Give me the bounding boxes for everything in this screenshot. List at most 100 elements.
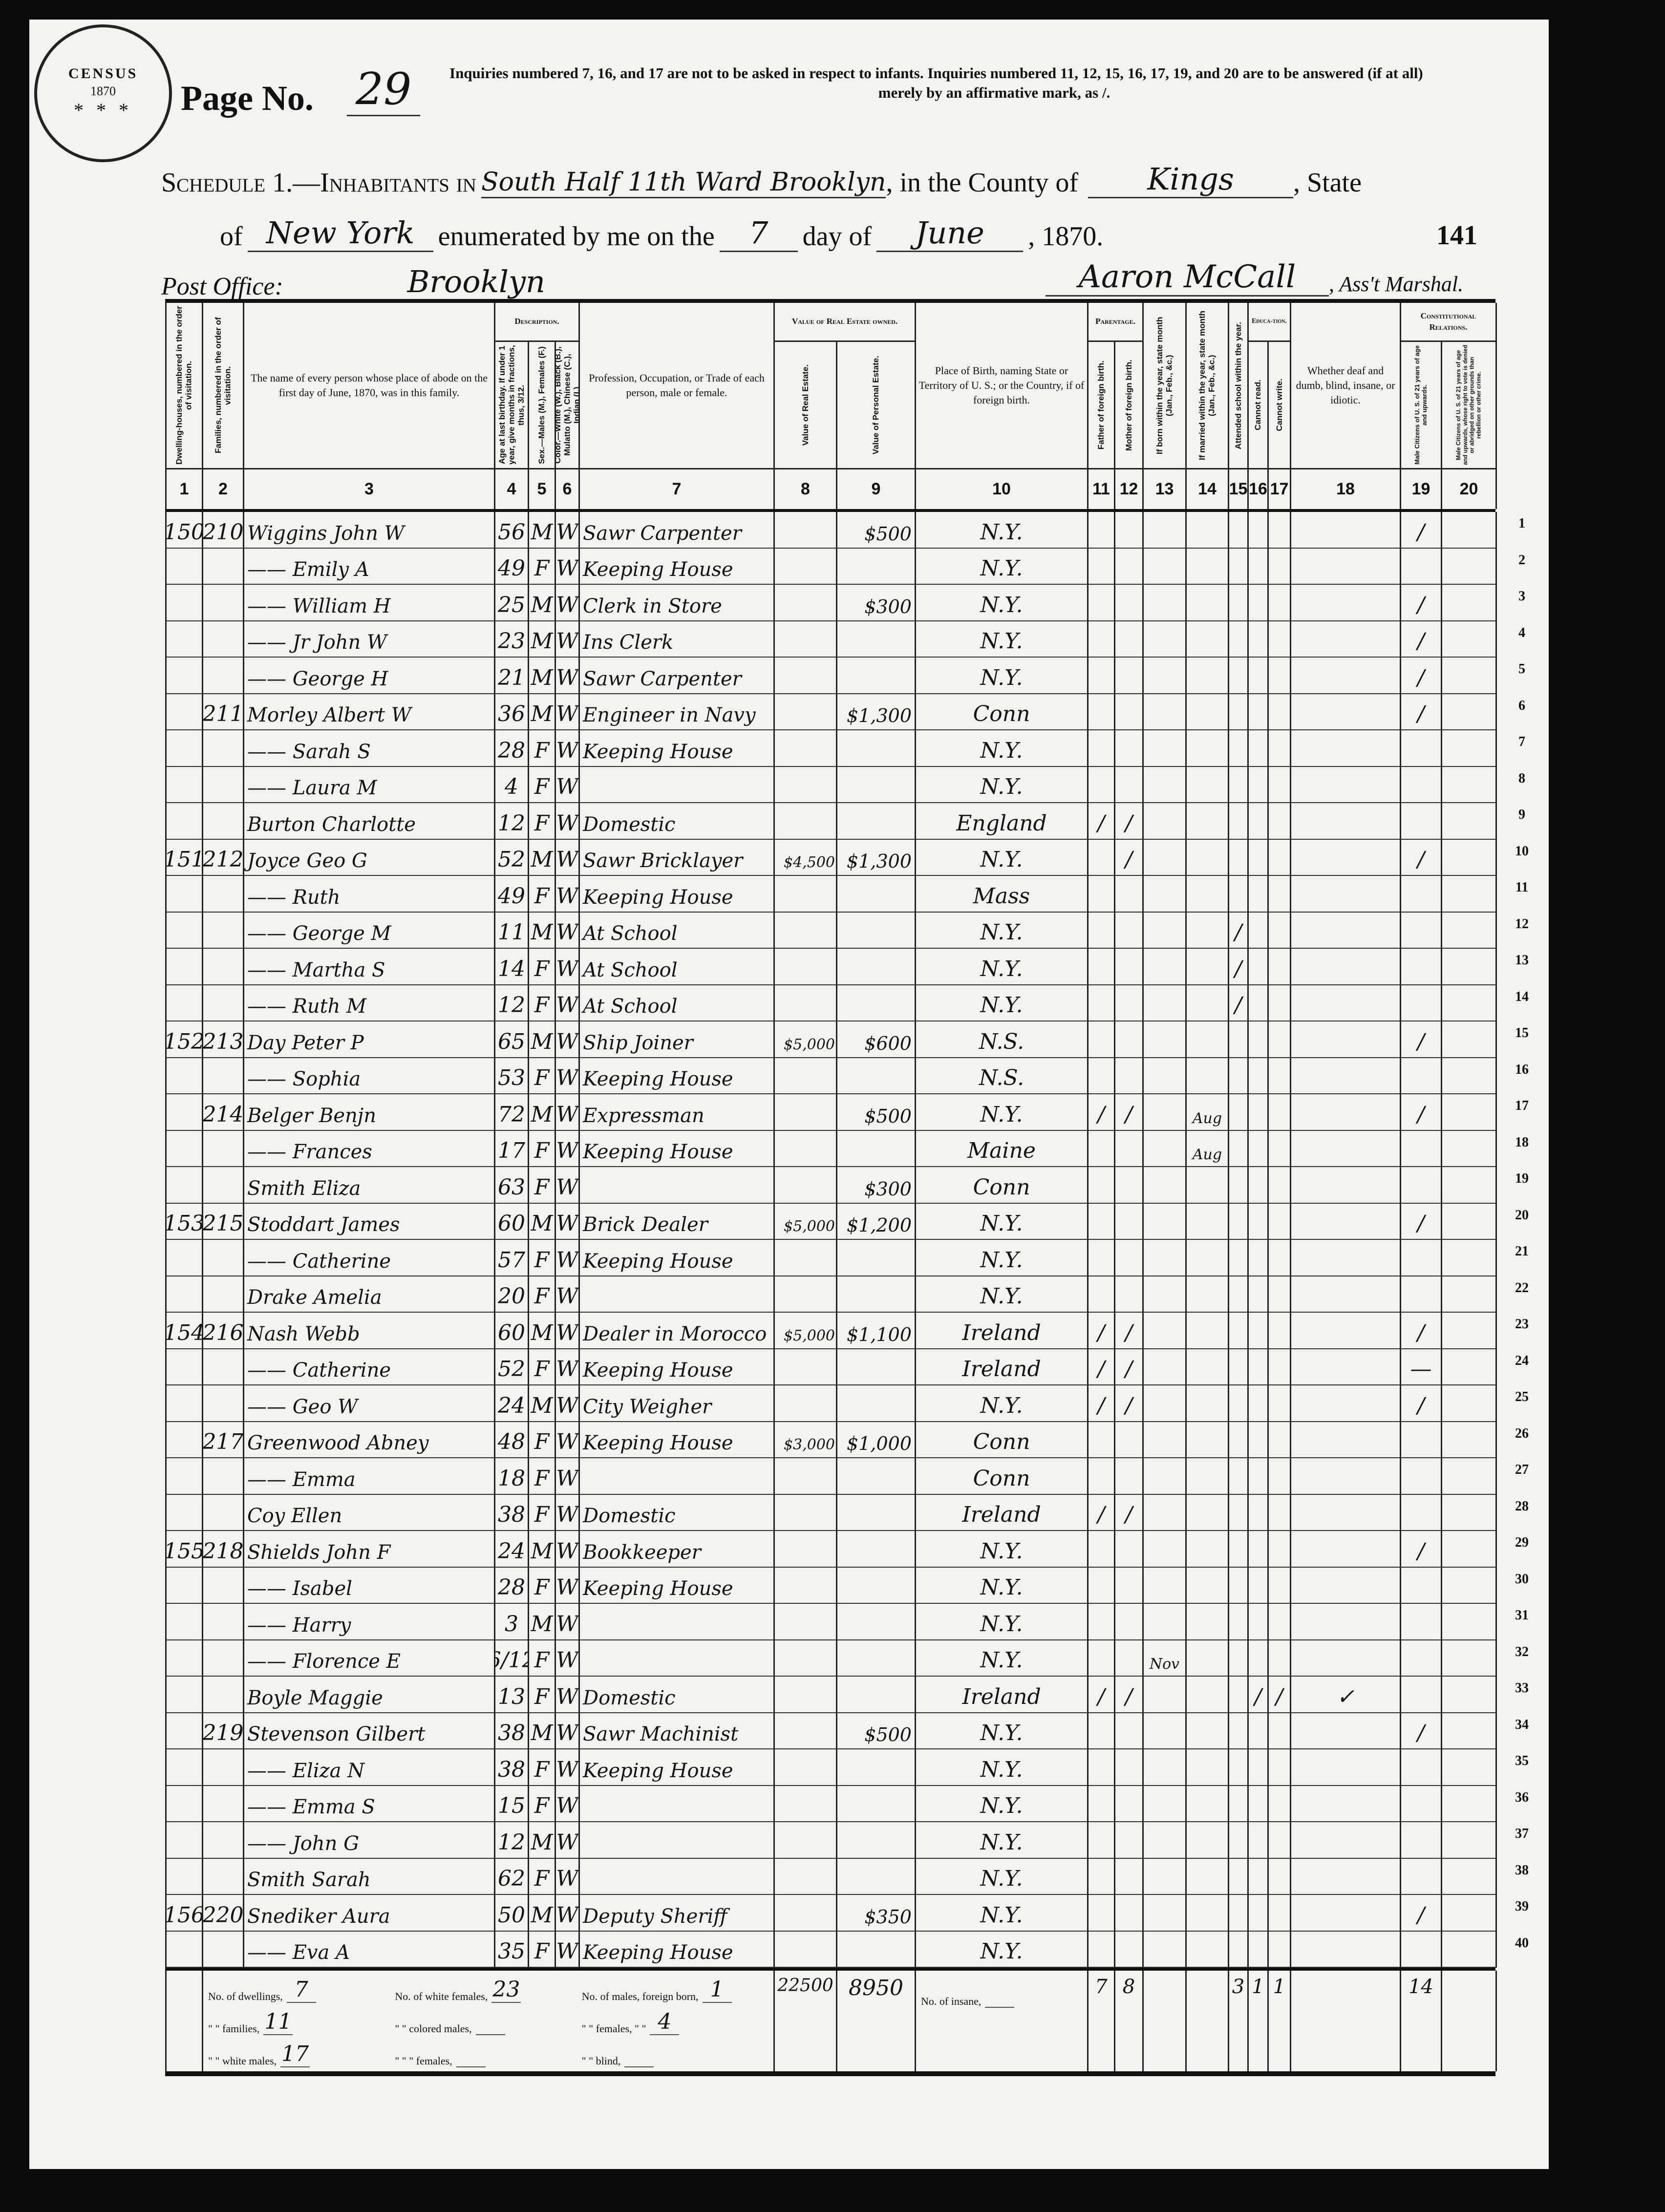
married-month	[1187, 1931, 1229, 1968]
mother-foreign-mark	[1115, 585, 1144, 621]
table-row: Drake Amelia 20 F W N.Y.	[165, 1276, 1497, 1313]
color: W	[556, 1349, 580, 1385]
father-foreign-mark: /	[1089, 1385, 1115, 1422]
age: 56	[495, 512, 529, 549]
sex: F	[529, 1567, 556, 1604]
person-name: —— Emily A	[244, 548, 495, 585]
disability-mark	[1291, 1494, 1401, 1531]
married-month	[1187, 1858, 1229, 1895]
sex: F	[529, 803, 556, 840]
male-citizen-mark	[1401, 1058, 1442, 1094]
father-foreign-mark	[1089, 1786, 1115, 1822]
occupation	[580, 1167, 775, 1204]
disability-mark	[1291, 876, 1401, 913]
line-number: 7	[1518, 734, 1525, 749]
disability-mark	[1291, 1349, 1401, 1385]
cannot-read-mark	[1249, 1130, 1269, 1167]
vote-denied-mark	[1442, 839, 1497, 876]
column-number: 20	[1442, 469, 1497, 509]
school-mark: /	[1229, 949, 1249, 985]
cannot-read-mark	[1249, 1786, 1269, 1822]
person-name: Smith Sarah	[244, 1858, 495, 1895]
person-name: —— Eliza N	[244, 1749, 495, 1786]
cannot-write-mark	[1269, 1494, 1291, 1531]
school-mark	[1229, 1822, 1249, 1859]
sex: F	[529, 985, 556, 1021]
cannot-write-mark	[1269, 1458, 1291, 1495]
cannot-read-mark: /	[1249, 1677, 1269, 1713]
personal-estate-value	[837, 1240, 916, 1276]
cannot-write-mark	[1269, 1385, 1291, 1422]
column-number: 17	[1269, 469, 1291, 509]
table-row: —— Laura M 4 F W N.Y.	[165, 766, 1497, 803]
table-row: —— Emily A 49 F W Keeping House N.Y.	[165, 548, 1497, 585]
born-month	[1144, 1604, 1187, 1640]
age: 63	[495, 1167, 529, 1204]
table-row: —— George H 21 M W Sawr Carpenter N.Y. /	[165, 658, 1497, 694]
real-estate-value	[775, 658, 837, 694]
cannot-read-mark	[1249, 1422, 1269, 1458]
column-number: 12	[1115, 469, 1144, 509]
cannot-read-mark	[1249, 985, 1269, 1021]
age: 28	[495, 730, 529, 767]
male-citizen-mark: /	[1401, 585, 1442, 621]
sex: M	[529, 658, 556, 694]
male-citizen-mark	[1401, 985, 1442, 1021]
cannot-read-mark	[1249, 1058, 1269, 1094]
total-real-estate: 22500	[775, 1971, 837, 2071]
sex: F	[529, 1677, 556, 1713]
dwelling-number	[167, 1058, 203, 1094]
column-number: 3	[244, 469, 495, 509]
cannot-read-mark	[1249, 1094, 1269, 1131]
person-name: Smith Eliza	[244, 1167, 495, 1204]
table-row: —— Emma 18 F W Conn	[165, 1458, 1497, 1495]
age: 62	[495, 1858, 529, 1895]
school-mark	[1229, 1276, 1249, 1313]
mother-foreign-mark	[1115, 949, 1144, 985]
occupation	[580, 766, 775, 803]
header-color: Color.—White (W.), Black (B.), Mulatto (…	[556, 342, 580, 469]
vote-denied-mark	[1442, 1167, 1497, 1204]
dwelling-number	[167, 1786, 203, 1822]
dwelling-number	[167, 1494, 203, 1531]
male-citizen-mark: —	[1401, 1349, 1442, 1385]
dwelling-number	[167, 1349, 203, 1385]
born-month	[1144, 1822, 1187, 1859]
cannot-write-mark	[1269, 1640, 1291, 1677]
line-number: 13	[1515, 953, 1529, 968]
mother-foreign-mark	[1115, 1749, 1144, 1786]
person-name: —— George H	[244, 658, 495, 694]
stamp-stars: * * *	[74, 99, 132, 121]
disability-mark	[1291, 803, 1401, 840]
color: W	[556, 1786, 580, 1822]
occupation: Ins Clerk	[580, 621, 775, 658]
married-month	[1187, 1567, 1229, 1604]
age: 52	[495, 1349, 529, 1385]
personal-estate-value	[837, 1494, 916, 1531]
birthplace: N.Y.	[916, 839, 1089, 876]
born-month	[1144, 548, 1187, 585]
line-number: 28	[1515, 1498, 1529, 1514]
header-sex: Sex.—Males (M.), Females (F.)	[529, 342, 556, 469]
of-label: of	[220, 221, 243, 252]
cannot-read-mark	[1249, 548, 1269, 585]
header-parentage-group: Parentage.	[1089, 303, 1144, 342]
mother-foreign-mark	[1115, 1130, 1144, 1167]
color: W	[556, 1567, 580, 1604]
cannot-write-mark	[1269, 1167, 1291, 1204]
mother-foreign-mark	[1115, 730, 1144, 767]
dwelling-number: 151	[167, 839, 203, 876]
disability-mark	[1291, 730, 1401, 767]
real-estate-value	[775, 1094, 837, 1131]
father-foreign-mark: /	[1089, 1094, 1115, 1131]
disability-mark	[1291, 1640, 1401, 1677]
table-row: 211 Morley Albert W 36 M W Engineer in Navy $1…	[165, 694, 1497, 730]
father-foreign-mark: /	[1089, 1349, 1115, 1385]
column-number: 1	[167, 469, 203, 509]
family-number: 214	[203, 1094, 244, 1131]
school-mark	[1229, 1677, 1249, 1713]
age: 4	[495, 766, 529, 803]
color: W	[556, 1713, 580, 1749]
line-number: 16	[1515, 1062, 1529, 1077]
male-citizen-mark: /	[1401, 1713, 1442, 1749]
